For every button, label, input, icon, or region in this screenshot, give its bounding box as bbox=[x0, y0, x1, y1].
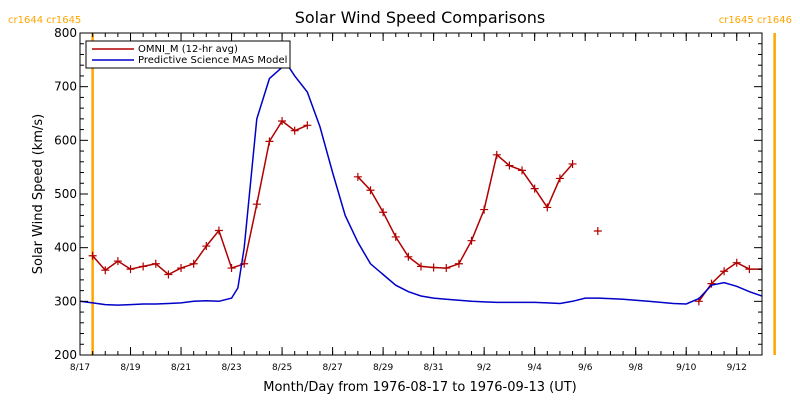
y-tick-label: 500 bbox=[54, 187, 77, 201]
legend-label-mas: Predictive Science MAS Model bbox=[138, 55, 287, 66]
x-tick-label: 8/21 bbox=[171, 363, 191, 373]
plot-frame bbox=[79, 32, 763, 356]
data-point-marker bbox=[88, 251, 97, 260]
data-point-marker bbox=[139, 262, 148, 271]
series-omni bbox=[88, 117, 791, 306]
data-point-marker bbox=[732, 258, 741, 267]
x-tick-label: 9/6 bbox=[578, 363, 593, 373]
data-point-marker bbox=[720, 267, 729, 276]
data-point-marker bbox=[177, 264, 186, 273]
data-point-marker bbox=[303, 121, 312, 130]
legend: OMNI_M (12-hr avg) Predictive Science MA… bbox=[85, 40, 291, 69]
x-tick-label: 9/10 bbox=[676, 363, 696, 373]
data-point-marker bbox=[417, 262, 425, 271]
x-tick-label: 8/19 bbox=[120, 363, 140, 373]
legend-box bbox=[85, 40, 291, 69]
x-tick-label: 9/8 bbox=[628, 363, 643, 373]
x-axis-label: Month/Day from 1976-08-17 to 1976-09-13 … bbox=[263, 380, 576, 395]
y-tick-label: 800 bbox=[54, 26, 77, 40]
data-point-marker bbox=[783, 290, 791, 298]
series-mas bbox=[80, 65, 762, 306]
carrington-label-left: cr1644 cr1645 bbox=[8, 15, 81, 26]
data-point-marker bbox=[568, 159, 577, 168]
data-point-marker bbox=[126, 265, 135, 274]
data-point-marker bbox=[214, 226, 223, 235]
data-point-marker bbox=[404, 252, 413, 261]
data-point-marker bbox=[101, 266, 110, 275]
data-point-marker bbox=[505, 161, 514, 170]
carrington-label-right: cr1645 cr1646 bbox=[719, 15, 792, 26]
legend-label-omni: OMNI_M (12-hr avg) bbox=[138, 44, 238, 55]
y-axis-label: Solar Wind Speed (km/s) bbox=[31, 114, 46, 274]
y-tick-label: 700 bbox=[54, 80, 77, 94]
x-tick-label: 8/29 bbox=[373, 363, 393, 373]
data-point-marker bbox=[480, 205, 489, 214]
data-point-marker bbox=[429, 263, 438, 272]
data-point-marker bbox=[391, 232, 400, 241]
data-point-marker bbox=[555, 174, 564, 183]
x-tick-label: 9/12 bbox=[727, 363, 747, 373]
y-tick-label: 600 bbox=[54, 133, 77, 147]
data-point-marker bbox=[189, 259, 198, 268]
x-tick-label: 9/2 bbox=[477, 363, 491, 373]
data-point-marker bbox=[366, 186, 375, 195]
y-tick-label: 200 bbox=[54, 348, 77, 362]
data-point-marker bbox=[113, 257, 122, 266]
data-point-marker bbox=[745, 265, 754, 274]
data-point-marker bbox=[252, 200, 261, 209]
data-point-marker bbox=[492, 150, 501, 159]
series-line bbox=[357, 153, 574, 269]
data-point-marker bbox=[202, 242, 211, 251]
data-point-marker bbox=[442, 264, 451, 273]
series-line bbox=[698, 261, 762, 302]
y-tick-label: 300 bbox=[54, 294, 77, 308]
x-tick-label: 8/23 bbox=[221, 363, 241, 373]
x-tick-label: 8/31 bbox=[424, 363, 444, 373]
data-point-marker bbox=[467, 236, 476, 245]
data-point-marker bbox=[278, 117, 287, 126]
data-point-marker bbox=[593, 227, 602, 236]
chart-title: Solar Wind Speed Comparisons bbox=[295, 8, 546, 27]
series-line bbox=[80, 65, 762, 306]
x-tick-label: 9/4 bbox=[527, 363, 542, 373]
data-point-marker bbox=[290, 126, 299, 135]
series-line bbox=[92, 119, 308, 276]
data-point-marker bbox=[227, 264, 236, 273]
x-tick-label: 8/25 bbox=[272, 363, 292, 373]
y-tick-label: 400 bbox=[54, 241, 77, 255]
x-tick-label: 8/27 bbox=[322, 363, 342, 373]
data-point-marker bbox=[151, 259, 160, 268]
data-point-marker bbox=[518, 166, 527, 175]
x-tick-label: 8/17 bbox=[70, 363, 90, 373]
data-point-marker bbox=[530, 184, 539, 193]
data-point-marker bbox=[379, 208, 388, 217]
data-point-marker bbox=[265, 137, 274, 146]
data-point-marker bbox=[164, 270, 173, 279]
data-point-marker bbox=[454, 259, 463, 268]
data-point-marker bbox=[353, 172, 362, 181]
data-point-marker bbox=[543, 203, 552, 212]
